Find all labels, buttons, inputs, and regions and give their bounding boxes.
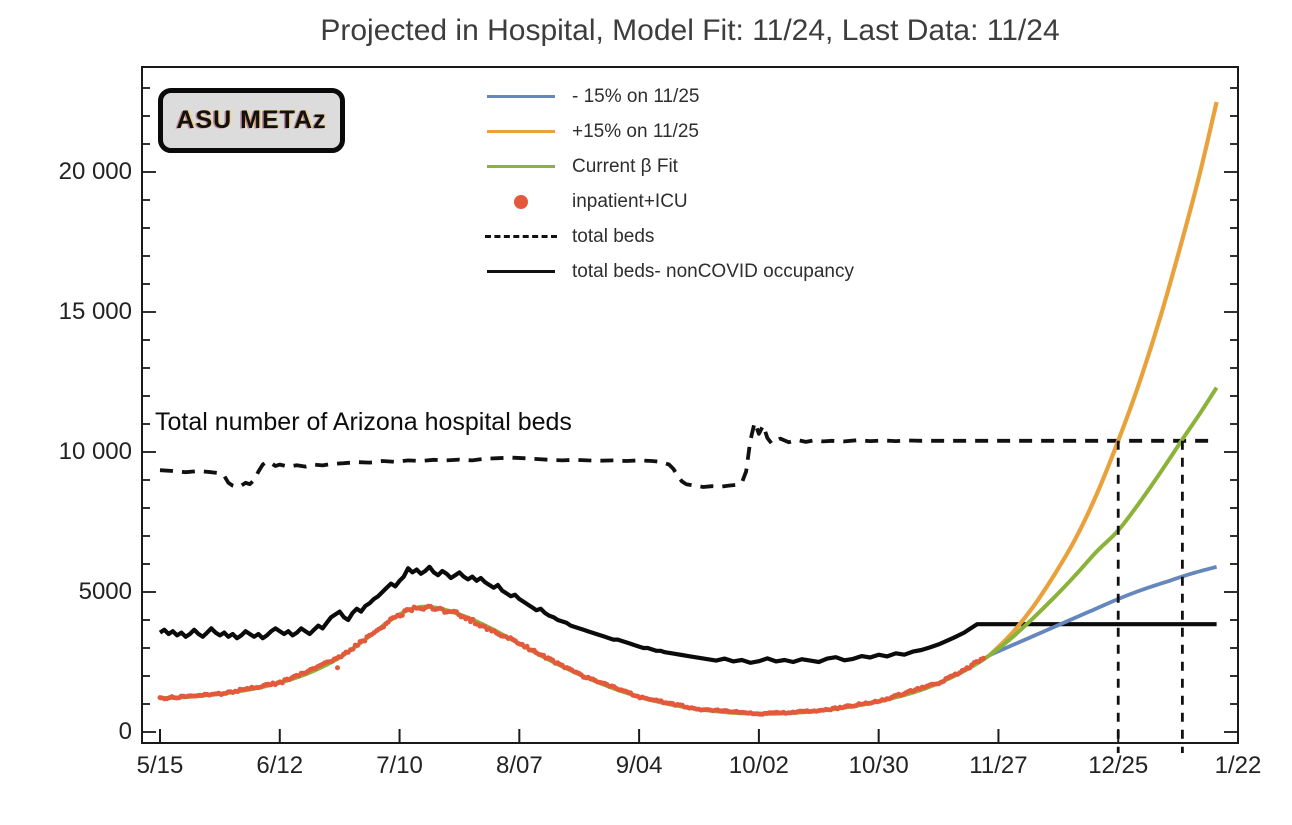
- x-tick-label: 12/25: [1088, 752, 1149, 779]
- legend-swatch-box: [480, 165, 562, 168]
- y-tick-label: 5000: [78, 578, 132, 605]
- minus15-line-swatch: [487, 95, 555, 98]
- legend-swatch-box: [480, 194, 562, 209]
- plus-15pct-line: [988, 101, 1219, 657]
- data-point: [981, 655, 986, 661]
- y-tick-label: 15 000: [58, 298, 132, 325]
- current-fit-line-swatch: [487, 165, 555, 168]
- legend-swatch-box: [480, 270, 562, 273]
- legend-label: Current β Fit: [572, 155, 678, 177]
- x-tick-label: 5/15: [136, 752, 184, 779]
- data-point: [409, 608, 415, 614]
- beds-minus-noncovid-line: [158, 564, 1217, 665]
- plus15-line-swatch: [487, 130, 555, 133]
- legend-swatch-box: [480, 235, 562, 238]
- y-tick-label: 10 000: [58, 438, 132, 465]
- total-beds-line: [159, 420, 1217, 489]
- inpatient-icu-dot-swatch: [514, 194, 528, 209]
- beds-noncovid-line-swatch: [487, 270, 555, 273]
- data-point: [355, 642, 361, 648]
- legend-label: total beds: [572, 225, 655, 247]
- data-point: [524, 643, 530, 649]
- y-tick-label: 0: [118, 718, 132, 745]
- x-tick-label: 11/27: [969, 752, 1028, 779]
- data-point: [465, 615, 471, 621]
- x-tick-label: 10/02: [728, 752, 789, 779]
- x-tick-label: 7/10: [376, 752, 423, 779]
- minus-15pct-line: [989, 564, 1218, 657]
- legend-swatch-box: [480, 130, 562, 133]
- inpatient-icu-dots: [157, 603, 986, 717]
- asu-metaz-badge: ASU METAz: [158, 88, 345, 153]
- legend-label: total beds- nonCOVID occupancy: [572, 260, 854, 282]
- x-tick-label: 9/04: [615, 752, 663, 779]
- legend-label: inpatient+ICU: [572, 190, 688, 212]
- y-tick-label: 20 000: [58, 158, 132, 185]
- data-point: [350, 646, 356, 652]
- data-point: [470, 616, 476, 622]
- x-tick-label: 6/12: [256, 752, 304, 779]
- legend-item-inpatient-icu: inpatient+ICU: [480, 184, 854, 219]
- x-tick-label: 10/30: [848, 752, 909, 779]
- legend-label: - 15% on 11/25: [572, 85, 700, 107]
- plot-frame: [141, 66, 1239, 744]
- total-beds-annotation: Total number of Arizona hospital beds: [155, 408, 572, 436]
- x-tick-label: 1/22: [1214, 752, 1262, 779]
- outlier-point: [335, 665, 340, 671]
- legend-swatch-box: [480, 95, 562, 98]
- legend-item-plus15: +15% on 11/25: [480, 114, 854, 149]
- x-tick-label: 8/07: [495, 752, 543, 779]
- data-point: [399, 612, 405, 618]
- chart-title: Projected in Hospital, Model Fit: 11/24,…: [320, 14, 1060, 47]
- legend-label: +15% on 11/25: [572, 120, 699, 142]
- legend-item-minus15: - 15% on 11/25: [480, 79, 854, 114]
- data-point: [362, 638, 368, 644]
- legend: - 15% on 11/25 +15% on 11/25 Current β F…: [480, 79, 854, 289]
- legend-item-current-fit: Current β Fit: [480, 149, 854, 184]
- total-beds-dashed-swatch: [485, 235, 557, 238]
- legend-item-beds-noncovid: total beds- nonCOVID occupancy: [480, 254, 854, 289]
- series-layer: [157, 101, 1219, 717]
- legend-item-total-beds: total beds: [480, 219, 854, 254]
